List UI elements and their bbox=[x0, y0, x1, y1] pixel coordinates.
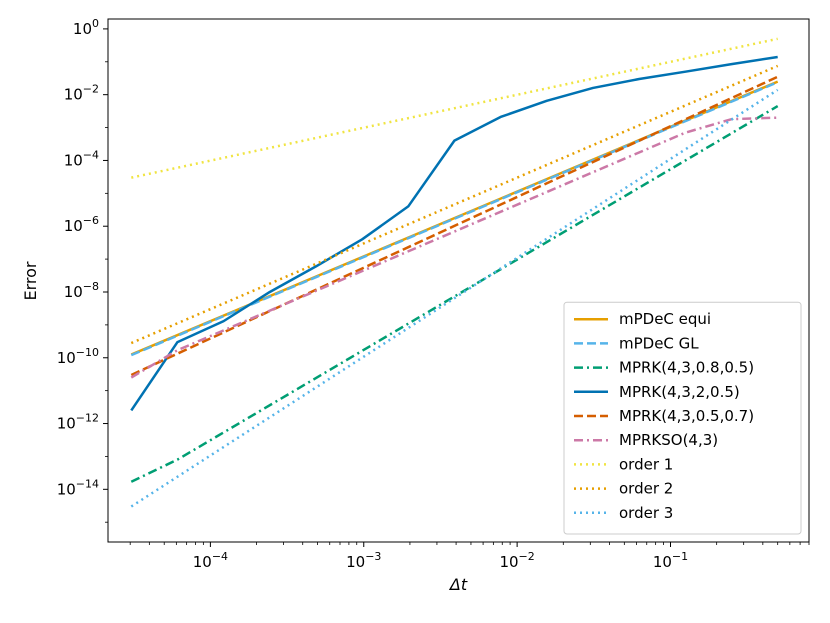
series-line-4 bbox=[130, 75, 779, 377]
x-axis-label: Δt bbox=[448, 575, 468, 594]
y-tick-label-2: 10−4 bbox=[64, 148, 99, 169]
legend-label-5: MPRKSO(4,3) bbox=[619, 431, 718, 449]
plot-frame bbox=[107, 18, 810, 543]
y-tick-label-0: 100 bbox=[73, 17, 99, 38]
legend-label-3: MPRK(4,3,2,0.5) bbox=[619, 383, 740, 401]
legend-label-0: mPDeC equi bbox=[619, 310, 711, 328]
y-tick-label-7: 10−14 bbox=[57, 477, 99, 498]
legend: mPDeC equi mPDeC GL MPRK(4,3,0.8,0.5) MPRK(… bbox=[563, 301, 802, 535]
y-tick-label-3: 10−6 bbox=[64, 214, 99, 235]
x-tick-label-3: 10−1 bbox=[653, 550, 688, 571]
series-line-2 bbox=[130, 105, 779, 483]
series-line-8 bbox=[130, 88, 779, 508]
series-line-5 bbox=[130, 116, 778, 379]
y-tick-label-1: 10−2 bbox=[64, 83, 99, 104]
legend-label-1: mPDeC GL bbox=[619, 334, 699, 352]
y-tick-label-5: 10−10 bbox=[57, 346, 99, 367]
legend-label-7: order 2 bbox=[619, 480, 673, 498]
y-tick-label-4: 10−8 bbox=[64, 280, 99, 301]
x-tick-label-2: 10−2 bbox=[499, 550, 534, 571]
x-tick-label-0: 10−4 bbox=[193, 550, 228, 571]
series-layer bbox=[130, 37, 779, 508]
x-tick-label-1: 10−3 bbox=[346, 550, 381, 571]
legend-label-2: MPRK(4,3,0.8,0.5) bbox=[619, 359, 754, 377]
legend-box bbox=[563, 301, 802, 535]
series-line-3 bbox=[130, 55, 778, 412]
y-axis-label: Error bbox=[21, 261, 40, 300]
legend-label-6: order 1 bbox=[619, 455, 673, 473]
ticks-layer: 10−4 10−3 10−2 10−1 100 10−2 10−4 10−6 10−8 10−10… bbox=[57, 17, 810, 571]
series-line-6 bbox=[131, 37, 778, 179]
y-tick-label-6: 10−12 bbox=[57, 412, 99, 433]
legend-label-8: order 3 bbox=[619, 504, 673, 522]
legend-label-4: MPRK(4,3,0.5,0.7) bbox=[619, 407, 754, 425]
